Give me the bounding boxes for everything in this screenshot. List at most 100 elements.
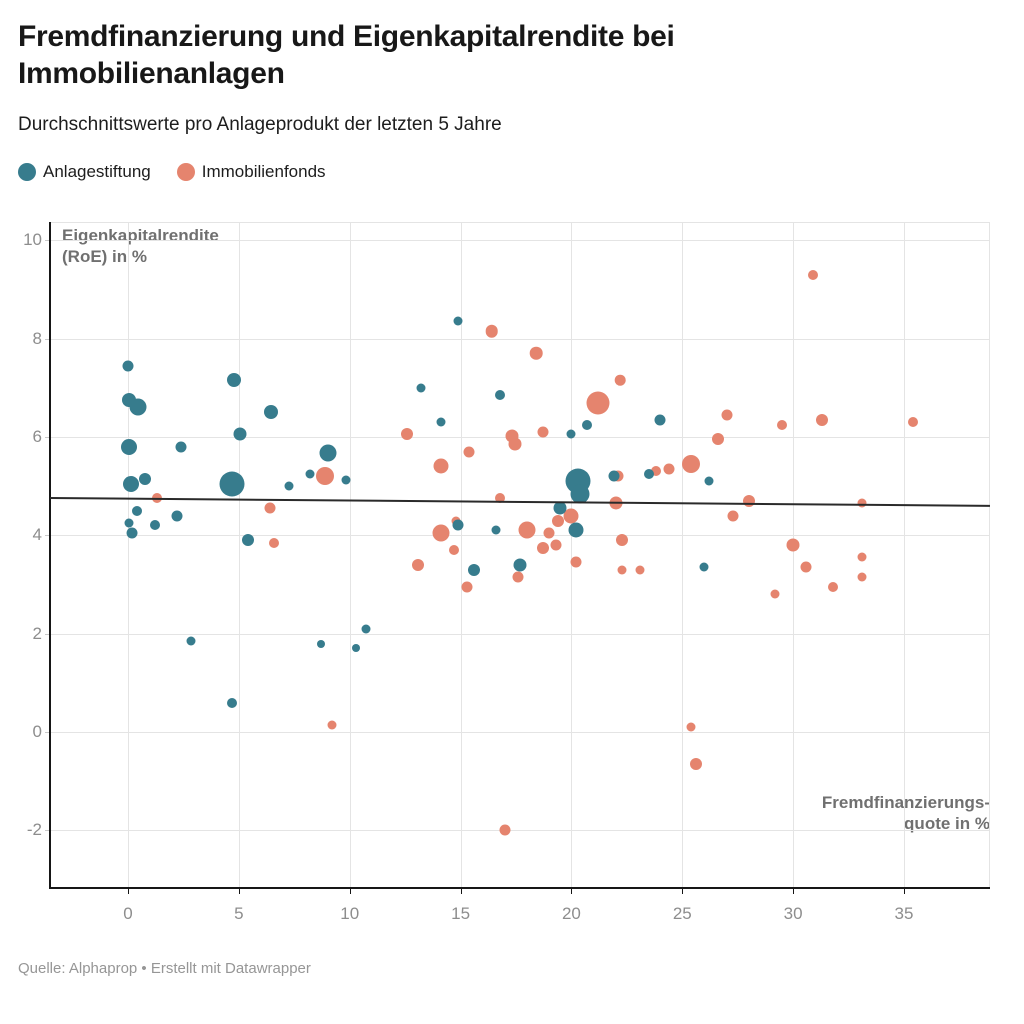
data-point-immobilienfonds[interactable] — [635, 565, 645, 575]
data-point-immobilienfonds[interactable] — [770, 589, 780, 599]
data-point-anlagestiftung[interactable] — [233, 427, 247, 441]
data-point-immobilienfonds[interactable] — [518, 521, 536, 539]
data-point-immobilienfonds[interactable] — [495, 493, 506, 504]
data-point-immobilienfonds[interactable] — [786, 538, 800, 552]
data-point-anlagestiftung[interactable] — [570, 484, 590, 503]
data-point-anlagestiftung[interactable] — [341, 475, 351, 485]
data-point-immobilienfonds[interactable] — [463, 446, 475, 458]
data-point-immobilienfonds[interactable] — [663, 463, 675, 475]
data-point-immobilienfonds[interactable] — [536, 541, 549, 554]
gridline — [238, 222, 240, 888]
data-point-immobilienfonds[interactable] — [269, 537, 280, 548]
data-point-immobilienfonds[interactable] — [563, 508, 579, 524]
data-point-immobilienfonds[interactable] — [401, 428, 414, 441]
data-point-anlagestiftung[interactable] — [122, 360, 134, 372]
data-point-immobilienfonds[interactable] — [686, 722, 696, 732]
data-point-immobilienfonds[interactable] — [512, 571, 524, 583]
data-point-anlagestiftung[interactable] — [241, 534, 254, 547]
data-point-immobilienfonds[interactable] — [570, 556, 582, 568]
gridline — [50, 436, 990, 438]
data-point-immobilienfonds[interactable] — [808, 269, 819, 280]
data-point-immobilienfonds[interactable] — [727, 510, 739, 522]
data-point-immobilienfonds[interactable] — [316, 467, 335, 486]
data-point-immobilienfonds[interactable] — [711, 433, 724, 446]
data-point-anlagestiftung[interactable] — [352, 644, 361, 653]
data-point-anlagestiftung[interactable] — [699, 562, 709, 572]
data-point-immobilienfonds[interactable] — [543, 527, 555, 539]
data-point-immobilienfonds[interactable] — [689, 758, 702, 771]
data-point-immobilienfonds[interactable] — [800, 561, 812, 573]
data-point-immobilienfonds[interactable] — [448, 545, 459, 556]
trend-line — [49, 496, 991, 507]
data-point-immobilienfonds[interactable] — [857, 552, 867, 562]
data-point-anlagestiftung[interactable] — [305, 469, 315, 479]
data-point-anlagestiftung[interactable] — [495, 390, 506, 401]
data-point-anlagestiftung[interactable] — [126, 527, 138, 539]
data-point-anlagestiftung[interactable] — [227, 373, 242, 388]
data-point-anlagestiftung[interactable] — [467, 563, 480, 576]
data-point-anlagestiftung[interactable] — [568, 522, 584, 538]
data-point-anlagestiftung[interactable] — [121, 438, 138, 455]
data-point-immobilienfonds[interactable] — [550, 539, 562, 551]
data-point-immobilienfonds[interactable] — [650, 466, 661, 477]
data-point-anlagestiftung[interactable] — [704, 476, 714, 486]
data-point-anlagestiftung[interactable] — [131, 505, 142, 516]
data-point-immobilienfonds[interactable] — [616, 534, 629, 547]
x-tick-mark — [682, 889, 684, 894]
data-point-anlagestiftung[interactable] — [436, 417, 446, 427]
data-point-anlagestiftung[interactable] — [138, 472, 151, 485]
data-point-anlagestiftung[interactable] — [149, 520, 160, 531]
data-point-anlagestiftung[interactable] — [416, 383, 426, 393]
data-point-immobilienfonds[interactable] — [742, 494, 755, 507]
data-point-anlagestiftung[interactable] — [316, 639, 325, 648]
data-point-immobilienfonds[interactable] — [586, 391, 610, 415]
data-point-anlagestiftung[interactable] — [513, 558, 527, 572]
data-point-immobilienfonds[interactable] — [907, 417, 918, 428]
data-point-immobilienfonds[interactable] — [617, 565, 627, 575]
data-point-immobilienfonds[interactable] — [552, 514, 565, 527]
data-point-anlagestiftung[interactable] — [452, 519, 464, 531]
data-point-anlagestiftung[interactable] — [654, 414, 666, 426]
data-point-immobilienfonds[interactable] — [433, 458, 449, 474]
data-point-anlagestiftung[interactable] — [319, 444, 337, 462]
data-point-immobilienfonds[interactable] — [721, 409, 733, 421]
data-point-immobilienfonds[interactable] — [682, 455, 701, 473]
data-point-anlagestiftung[interactable] — [186, 636, 196, 646]
data-point-immobilienfonds[interactable] — [412, 558, 425, 571]
data-point-anlagestiftung[interactable] — [453, 316, 463, 326]
data-point-immobilienfonds[interactable] — [828, 581, 839, 592]
data-point-immobilienfonds[interactable] — [327, 720, 337, 730]
data-point-anlagestiftung[interactable] — [608, 470, 620, 482]
x-tick-label: 30 — [783, 904, 803, 923]
data-point-immobilienfonds[interactable] — [777, 419, 788, 430]
y-tick-label: 8 — [32, 328, 42, 348]
data-point-immobilienfonds[interactable] — [614, 375, 626, 386]
data-point-immobilienfonds[interactable] — [264, 502, 276, 514]
data-point-anlagestiftung[interactable] — [171, 510, 183, 522]
data-point-anlagestiftung[interactable] — [124, 518, 134, 528]
data-point-anlagestiftung[interactable] — [264, 405, 279, 420]
data-point-anlagestiftung[interactable] — [123, 475, 140, 492]
y-tick-mark — [45, 338, 50, 340]
data-point-anlagestiftung[interactable] — [581, 419, 592, 430]
data-point-immobilienfonds[interactable] — [485, 324, 498, 338]
data-point-immobilienfonds[interactable] — [432, 524, 450, 542]
data-point-anlagestiftung[interactable] — [175, 441, 187, 453]
data-point-immobilienfonds[interactable] — [529, 347, 543, 360]
data-point-anlagestiftung[interactable] — [361, 624, 371, 634]
data-point-anlagestiftung[interactable] — [644, 468, 655, 479]
data-point-anlagestiftung[interactable] — [566, 429, 576, 439]
data-point-immobilienfonds[interactable] — [499, 824, 511, 836]
data-point-immobilienfonds[interactable] — [857, 572, 867, 582]
data-point-anlagestiftung[interactable] — [219, 471, 245, 497]
data-point-anlagestiftung[interactable] — [284, 481, 294, 491]
source-line: Quelle: Alphaprop • Erstellt mit Datawra… — [18, 960, 311, 977]
data-point-immobilienfonds[interactable] — [508, 437, 522, 451]
data-point-immobilienfonds[interactable] — [461, 581, 473, 593]
data-point-anlagestiftung[interactable] — [491, 525, 501, 535]
data-point-anlagestiftung[interactable] — [227, 697, 238, 708]
data-point-immobilienfonds[interactable] — [815, 413, 828, 426]
data-point-anlagestiftung[interactable] — [129, 398, 147, 416]
data-point-anlagestiftung[interactable] — [553, 501, 567, 515]
data-point-immobilienfonds[interactable] — [537, 426, 549, 438]
